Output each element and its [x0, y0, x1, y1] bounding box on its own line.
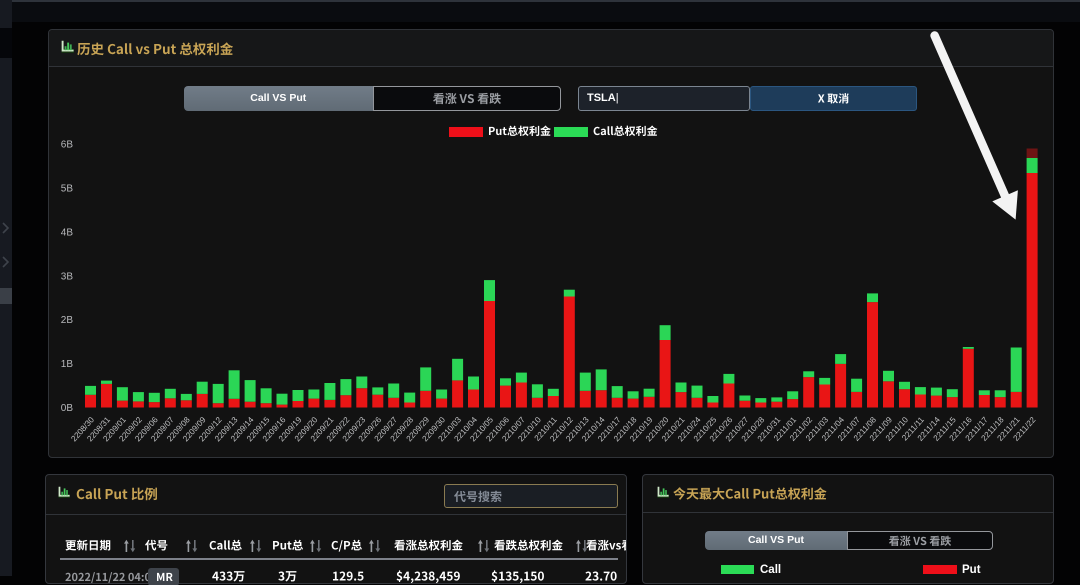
svg-text:1B: 1B — [61, 359, 74, 370]
svg-text:4B: 4B — [61, 227, 74, 238]
svg-text:5B: 5B — [61, 184, 74, 195]
svg-text:3B: 3B — [61, 271, 74, 282]
svg-text:6B: 6B — [61, 140, 74, 151]
svg-text:2B: 2B — [61, 315, 74, 326]
svg-text:0B: 0B — [61, 403, 74, 414]
